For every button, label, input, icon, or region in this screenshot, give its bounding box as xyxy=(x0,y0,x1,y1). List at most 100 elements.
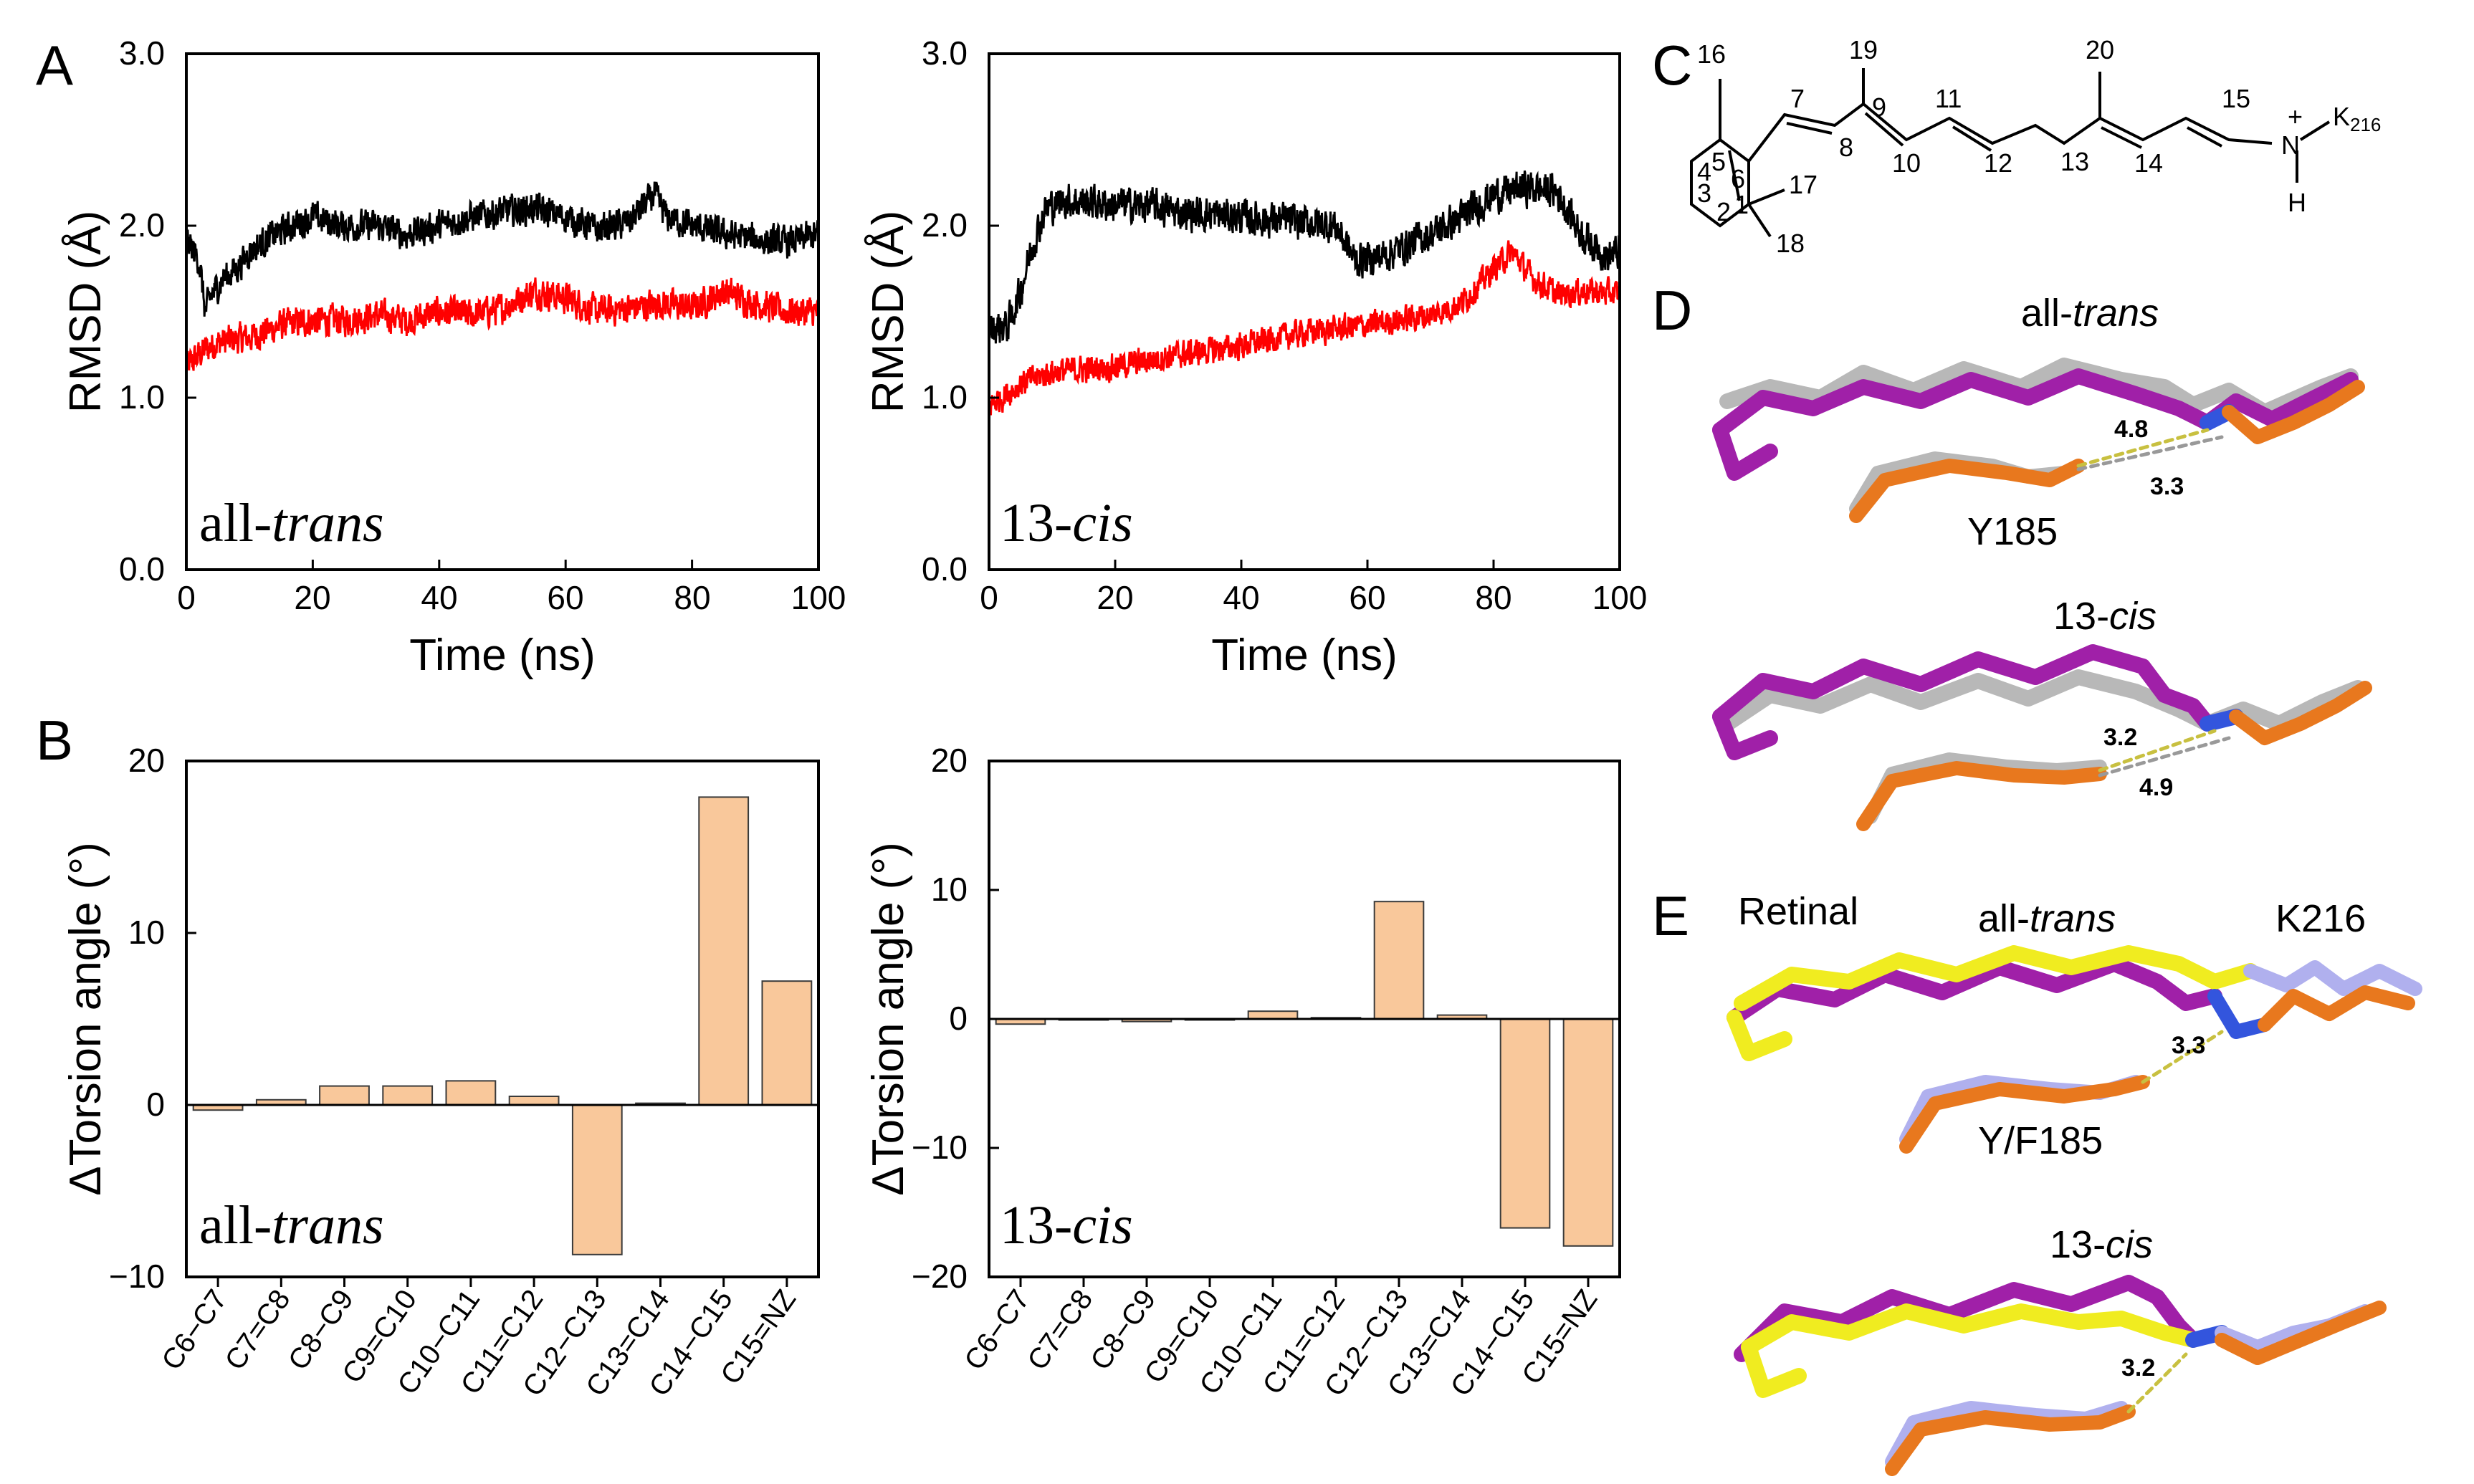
atom-label: 3 xyxy=(1697,178,1711,208)
hbond-top-b xyxy=(2076,435,2224,471)
condition-label-plain: 13- xyxy=(1000,493,1072,553)
ring-magenta-top xyxy=(1712,422,1778,481)
condition-label-italic: trans xyxy=(272,1195,383,1255)
retinal-grey-bottom xyxy=(1719,669,2366,732)
retinal-yellow-e-top xyxy=(1734,945,2258,1011)
rmsd-trace-black xyxy=(988,170,1621,344)
ytick-label: 1.0 xyxy=(119,378,165,416)
xtick-label: 60 xyxy=(1349,579,1385,616)
lysine-orange-top xyxy=(2222,380,2365,444)
xtick-label: 0 xyxy=(177,579,196,616)
tyr-orange-e-top xyxy=(1899,1075,2150,1154)
e-bottom-label-plain: 13- xyxy=(2050,1223,2106,1266)
axis-ticks xyxy=(185,52,820,571)
xtick-label: 40 xyxy=(421,579,457,616)
condition-label: 13-cis xyxy=(1000,1195,1133,1255)
torsion-bar xyxy=(571,1104,623,1255)
condition-label-italic: trans xyxy=(272,493,383,553)
condition-label-plain: all- xyxy=(199,1195,272,1255)
atom-label: 14 xyxy=(2134,148,2163,178)
atom-label: 6 xyxy=(1731,164,1745,193)
condition-label-italic: cis xyxy=(1072,1195,1132,1255)
axis-ticks xyxy=(186,760,788,1287)
ring-double-bond xyxy=(1728,150,1741,201)
torsion-chart-13-cis: 20 10 0 −10 −20 C6−C7C7=C8C8−C9C9=C10C10… xyxy=(864,742,1621,1402)
condition-label: all-trans xyxy=(199,1195,384,1255)
torsion-bar xyxy=(445,1080,497,1106)
category-label: C7=C8 xyxy=(1021,1284,1099,1376)
torsion-bar xyxy=(1562,1018,1614,1247)
rmsd-chart-13-cis: 3.0 2.0 1.0 0.0 0 20 40 60 80 100 Time (… xyxy=(864,34,1647,680)
atom-label: 2 xyxy=(1716,197,1731,226)
ytick-label: 0.0 xyxy=(119,550,165,588)
panel-d-labels: all-trans Y185 4.8 3.3 13-cis 3.2 4.9 xyxy=(1967,292,2184,801)
rmsd-trace-black xyxy=(185,181,820,317)
distance-label: 3.3 xyxy=(2172,1032,2205,1059)
atom-label: 7 xyxy=(1790,84,1805,113)
ytick-label: 2.0 xyxy=(922,206,968,244)
x-axis-label: Time (ns) xyxy=(1211,631,1397,680)
double-bond-15-n xyxy=(2187,126,2222,148)
ytick-label: 20 xyxy=(128,742,165,779)
torsion-bars xyxy=(995,901,1614,1247)
polyene-chain xyxy=(1747,102,2273,163)
atom-label: 18 xyxy=(1776,229,1805,258)
lysine-letter: K xyxy=(2333,102,2350,131)
ytick-label: 3.0 xyxy=(119,34,165,72)
lysine-residue-label: K216 xyxy=(2275,897,2366,940)
xtick-label: 0 xyxy=(980,579,998,616)
rmsd-trace-red xyxy=(185,277,819,371)
distance-label: 4.8 xyxy=(2114,416,2148,443)
y-axis-label: ΔTorsion angle (°) xyxy=(61,842,110,1196)
ytick-label: −10 xyxy=(912,1129,968,1166)
panel-e-labels: Retinal all-trans K216 3.3 Y/F185 13-cis… xyxy=(1738,890,2366,1382)
hbond-e-bottom xyxy=(2126,1352,2188,1414)
d-top-label-plain: all- xyxy=(2021,292,2073,335)
xtick-label: 20 xyxy=(1097,579,1133,616)
e-top-label-italic: trans xyxy=(2030,897,2116,940)
residue-label: Y185 xyxy=(1967,510,2058,553)
charge-plus: + xyxy=(2288,102,2303,131)
double-bond-7-8 xyxy=(1786,122,1833,135)
plot-frame xyxy=(185,52,820,571)
atom-label: 10 xyxy=(1892,148,1921,178)
atom-label: 12 xyxy=(1984,148,2012,178)
ring-yellow-e-top xyxy=(1726,1010,1792,1061)
distance-label: 4.9 xyxy=(2139,774,2173,801)
torsion-bar xyxy=(761,980,813,1106)
lysine-number: 216 xyxy=(2350,114,2381,135)
atom-label: 16 xyxy=(1697,39,1726,69)
retinal-magenta-top xyxy=(1712,368,2359,438)
distance-label: 3.3 xyxy=(2150,473,2184,500)
panel-letter-e: E xyxy=(1652,884,1689,947)
y-axis-label: RMSD (Å) xyxy=(864,211,913,413)
atom-label: 4 xyxy=(1697,157,1711,186)
torsion-chart-all-trans: 20 10 0 −10 C6−C7C7=C8C8−C9C9=C10C10−C11… xyxy=(61,742,820,1402)
retinal-label: Retinal xyxy=(1738,890,1858,933)
xtick-label: 20 xyxy=(294,579,330,616)
distance-label: 3.2 xyxy=(2121,1354,2155,1382)
hbond-e-top xyxy=(2141,1030,2224,1084)
atom-nitrogen: N xyxy=(2281,130,2300,160)
atom-hydrogen: H xyxy=(2288,188,2306,217)
atom-label: 13 xyxy=(2060,147,2089,176)
torsion-bar xyxy=(698,796,750,1106)
atom-label: 1 xyxy=(1734,190,1749,219)
d-bottom-label-plain: 13- xyxy=(2053,595,2109,638)
category-labels: C6−C7C7=C8C8−C9C9=C10C10−C11C11=C12C12−C… xyxy=(958,1284,1603,1402)
plot-frame xyxy=(988,52,1621,571)
torsion-bar xyxy=(1247,1010,1299,1020)
atom-label: 15 xyxy=(2222,84,2250,113)
torsion-bar xyxy=(1373,901,1425,1020)
double-bond-11-12 xyxy=(1952,125,1992,152)
nitrogen-e-top xyxy=(2207,989,2272,1039)
e-bottom-label: 13-cis xyxy=(2050,1223,2153,1266)
distance-label: 3.2 xyxy=(2103,724,2137,751)
condition-label: all-trans xyxy=(199,493,384,553)
d-top-label: all-trans xyxy=(2021,292,2159,335)
ytick-label: −20 xyxy=(912,1258,968,1295)
hbond-bottom-b xyxy=(2098,736,2231,777)
hbond-top-a xyxy=(2076,428,2210,468)
n-lys-bond xyxy=(2299,120,2331,141)
rmsd-traces xyxy=(185,181,820,371)
